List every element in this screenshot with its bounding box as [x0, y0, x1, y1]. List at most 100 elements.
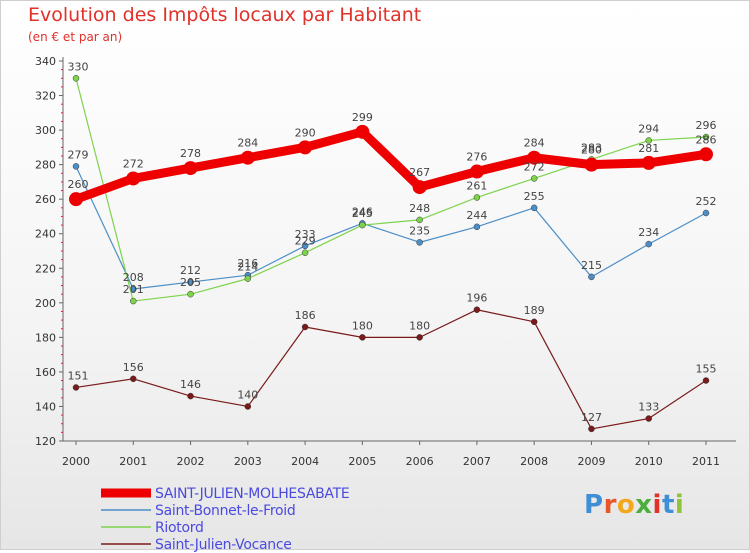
y-tick-label: 340 [35, 55, 56, 68]
proxiti-logo-letter: t [661, 490, 675, 520]
proxiti-logo: Proxiti [584, 490, 684, 520]
data-label-riotord: 245 [352, 207, 373, 220]
data-label-saint-julien-vocance: 140 [237, 388, 258, 401]
legend-label-saint-bonnet-le-froid: Saint-Bonnet-le-Froid [155, 502, 296, 519]
data-point-saint-bonnet-le-froid [702, 209, 710, 217]
legend-item-saint-julien-molhesabate: SAINT-JULIEN-MOLHESABATE [101, 485, 350, 502]
data-label-saint-julien-vocance: 196 [466, 292, 487, 305]
y-tick-label: 220 [35, 262, 56, 275]
data-label-saint-bonnet-le-froid: 212 [180, 264, 201, 277]
legend-label-riotord: Riotord [155, 519, 204, 536]
data-label-saint-bonnet-le-froid: 208 [123, 271, 144, 284]
data-point-saint-julien-molhesabate [126, 171, 141, 186]
legend-swatch-saint-julien-vocance [101, 543, 151, 545]
data-point-saint-julien-vocance [473, 306, 481, 313]
data-point-riotord [301, 249, 309, 256]
chart-subtitle: (en € et par an) [28, 30, 123, 44]
data-point-saint-bonnet-le-froid [473, 223, 481, 231]
x-tick-label: 2008 [520, 455, 548, 468]
data-point-saint-julien-molhesabate [298, 140, 313, 155]
data-point-saint-bonnet-le-froid [645, 240, 652, 248]
proxiti-logo-letter: r [603, 490, 617, 520]
series-line-saint-bonnet-le-froid [75, 165, 707, 290]
data-point-saint-julien-molhesabate [641, 155, 656, 170]
data-label-saint-julien-molhesabate: 286 [696, 133, 717, 146]
data-label-saint-julien-molhesabate: 276 [466, 151, 487, 164]
proxiti-logo-letter: x [635, 490, 653, 520]
data-label-saint-julien-molhesabate: 280 [581, 144, 602, 157]
data-label-saint-julien-vocance: 180 [409, 319, 430, 332]
data-label-saint-bonnet-le-froid: 234 [638, 226, 659, 239]
data-label-saint-bonnet-le-froid: 255 [524, 190, 545, 203]
data-point-saint-julien-vocance [301, 323, 309, 331]
data-label-saint-bonnet-le-froid: 279 [68, 148, 89, 161]
data-label-riotord: 330 [68, 60, 89, 73]
x-tick-label: 2009 [577, 455, 605, 468]
series-line-riotord [75, 77, 707, 302]
data-point-saint-bonnet-le-froid [530, 204, 538, 212]
x-tick-label: 2000 [62, 455, 90, 468]
data-point-saint-julien-molhesabate [240, 150, 255, 165]
y-tick-label: 320 [35, 90, 56, 103]
data-point-riotord [702, 133, 710, 141]
data-point-saint-julien-molhesabate [469, 164, 484, 179]
data-point-saint-bonnet-le-froid [588, 273, 595, 281]
data-label-saint-bonnet-le-froid: 235 [409, 224, 430, 237]
legend-swatch-saint-julien-molhesabate [101, 488, 151, 498]
data-point-saint-julien-molhesabate [355, 124, 370, 139]
y-tick-label: 180 [35, 331, 56, 344]
data-label-saint-julien-vocance: 127 [581, 411, 602, 424]
legend-item-saint-bonnet-le-froid: Saint-Bonnet-le-Froid [101, 502, 349, 519]
y-tick-label: 120 [35, 435, 56, 448]
data-point-riotord [645, 137, 652, 144]
data-label-saint-julien-molhesabate: 260 [68, 178, 89, 191]
data-point-riotord [187, 290, 194, 298]
legend-label-saint-julien-vocance: Saint-Julien-Vocance [155, 536, 292, 553]
data-point-saint-julien-molhesabate [527, 150, 542, 165]
data-point-saint-julien-molhesabate [699, 147, 713, 162]
data-point-saint-julien-molhesabate [584, 157, 599, 172]
data-label-riotord: 283 [581, 141, 602, 154]
data-point-riotord [473, 194, 481, 201]
data-label-saint-julien-vocance: 156 [123, 361, 144, 374]
data-label-saint-julien-molhesabate: 278 [180, 147, 201, 160]
data-label-saint-julien-molhesabate: 267 [409, 166, 430, 179]
x-tick-label: 2006 [406, 455, 434, 468]
data-point-saint-julien-vocance [359, 334, 366, 341]
proxiti-logo-letter: P [584, 490, 604, 520]
data-label-riotord: 294 [638, 122, 659, 135]
legend-swatch-saint-bonnet-le-froid [101, 509, 151, 511]
data-label-saint-julien-molhesabate: 290 [295, 126, 316, 139]
x-tick-label: 2011 [692, 455, 720, 468]
x-tick-label: 2003 [234, 455, 262, 468]
data-label-saint-julien-vocance: 186 [295, 309, 316, 322]
data-label-riotord: 261 [466, 179, 487, 192]
data-point-saint-julien-vocance [702, 377, 710, 384]
data-point-saint-julien-molhesabate [69, 192, 83, 207]
data-label-saint-julien-vocance: 151 [68, 369, 89, 382]
data-label-riotord: 214 [237, 261, 258, 274]
y-tick-label: 200 [35, 297, 56, 310]
data-point-saint-julien-vocance [130, 375, 137, 383]
data-point-saint-julien-vocance [530, 318, 538, 326]
data-label-saint-bonnet-le-froid: 244 [466, 209, 487, 222]
proxiti-logo-letter: o [616, 490, 636, 520]
data-label-riotord: 272 [524, 160, 545, 173]
data-label-riotord: 296 [696, 119, 717, 132]
data-point-saint-julien-vocance [72, 384, 80, 391]
x-tick-label: 2002 [177, 455, 205, 468]
legend-item-riotord: Riotord [101, 519, 349, 536]
y-tick-label: 300 [35, 124, 56, 137]
series-line-saint-julien-molhesabate [71, 127, 711, 204]
data-label-saint-bonnet-le-froid: 233 [295, 228, 316, 241]
data-point-saint-julien-vocance [187, 392, 194, 400]
data-point-riotord [359, 221, 366, 229]
legend-item-saint-julien-vocance: Saint-Julien-Vocance [101, 536, 349, 553]
data-label-saint-julien-molhesabate: 272 [123, 157, 144, 170]
data-label-riotord: 248 [409, 202, 430, 215]
y-tick-label: 280 [35, 159, 56, 172]
legend-swatch-riotord [101, 526, 151, 528]
data-label-saint-bonnet-le-froid: 216 [237, 257, 258, 270]
data-point-saint-julien-vocance [588, 425, 595, 433]
